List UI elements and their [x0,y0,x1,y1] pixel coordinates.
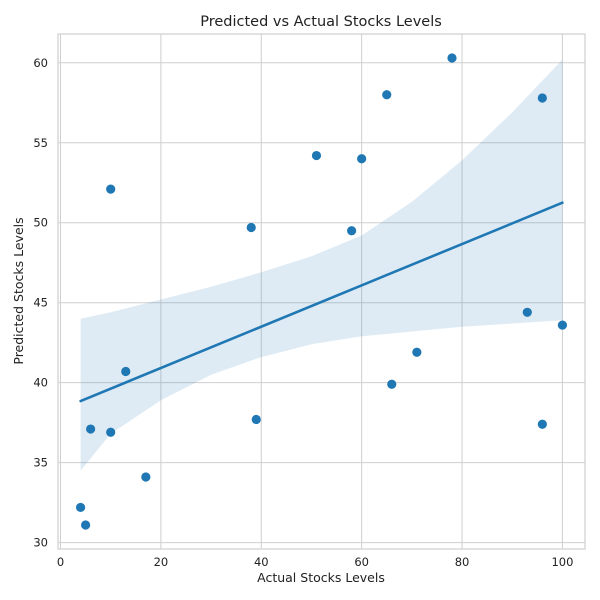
data-point [557,320,568,330]
data-point [311,150,322,161]
data-point [412,347,422,357]
x-tick-label: 20 [154,555,169,569]
x-tick-labels: 0 20 40 60 80 100 [57,555,574,569]
plot-frame [57,33,586,550]
data-point [347,226,357,236]
y-tick-label: 45 [33,296,48,310]
data-point [75,502,86,513]
data-point [141,472,151,482]
data-point [251,414,261,425]
data-point [537,419,547,429]
y-tick-label: 30 [33,536,48,550]
data-point [106,184,116,194]
data-point [387,379,397,389]
x-tick-label: 40 [254,555,269,569]
regression-line [79,201,564,403]
x-axis-title: Actual Stocks Levels [257,570,385,585]
x-tick-label: 0 [57,555,64,569]
regression-line-layer [79,201,564,403]
data-point [382,90,392,100]
data-point [246,222,256,233]
confidence-band [80,59,563,471]
data-point [106,427,116,437]
y-tick-label: 50 [33,216,48,230]
data-point [81,520,91,530]
grid-lines [58,34,585,549]
x-tick-label: 100 [551,555,573,569]
data-point [86,424,96,434]
confidence-band-layer [80,59,563,471]
y-tick-label: 35 [33,456,48,470]
y-tick-label: 60 [33,56,48,70]
y-tick-labels: 30 35 40 45 50 55 60 [33,56,48,550]
data-point [537,93,547,103]
y-axis-title: Predicted Stocks Levels [11,217,26,364]
y-tick-label: 55 [33,136,48,150]
data-point [121,366,131,377]
x-tick-label: 80 [455,555,470,569]
data-point [357,154,367,164]
data-point [522,307,532,317]
y-tick-label: 40 [33,376,48,390]
chart-title: Predicted vs Actual Stocks Levels [200,14,442,30]
x-tick-label: 60 [354,555,369,569]
data-point [447,53,457,63]
data-points-layer [75,53,568,530]
